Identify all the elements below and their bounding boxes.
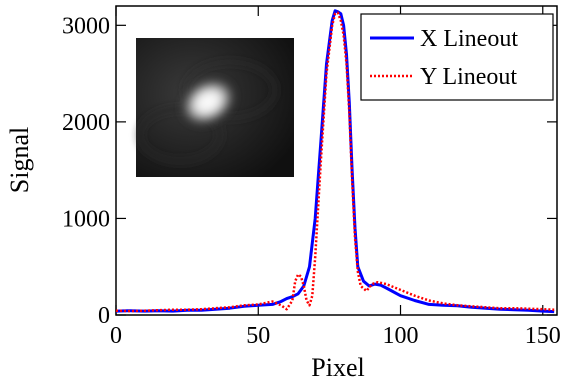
series-layer (115, 9, 555, 314)
x-tick-label: 100 (383, 323, 419, 349)
series-line-x-lineout (115, 9, 555, 314)
legend-box (360, 13, 554, 101)
y-axis-label: Signal (5, 127, 34, 193)
legend: X Lineout Y Lineout (360, 13, 554, 101)
y-tick-label: 1000 (62, 206, 110, 232)
x-tick-label: 150 (525, 323, 561, 349)
beam-inset-image (136, 38, 294, 177)
y-axis-ticks: 0 1000 2000 3000 (62, 13, 557, 329)
plot-area-frame (115, 5, 558, 316)
y-tick-label: 2000 (62, 110, 110, 136)
series-line-y-lineout (115, 11, 555, 313)
legend-label-x-lineout: X Lineout (420, 26, 518, 52)
x-tick-label: 50 (246, 323, 270, 349)
y-tick-label: 0 (98, 303, 110, 329)
y-tick-label: 3000 (62, 13, 110, 39)
legend-label-y-lineout: Y Lineout (420, 64, 517, 90)
x-tick-label: 0 (110, 323, 122, 349)
x-axis-label: Pixel (311, 353, 364, 382)
